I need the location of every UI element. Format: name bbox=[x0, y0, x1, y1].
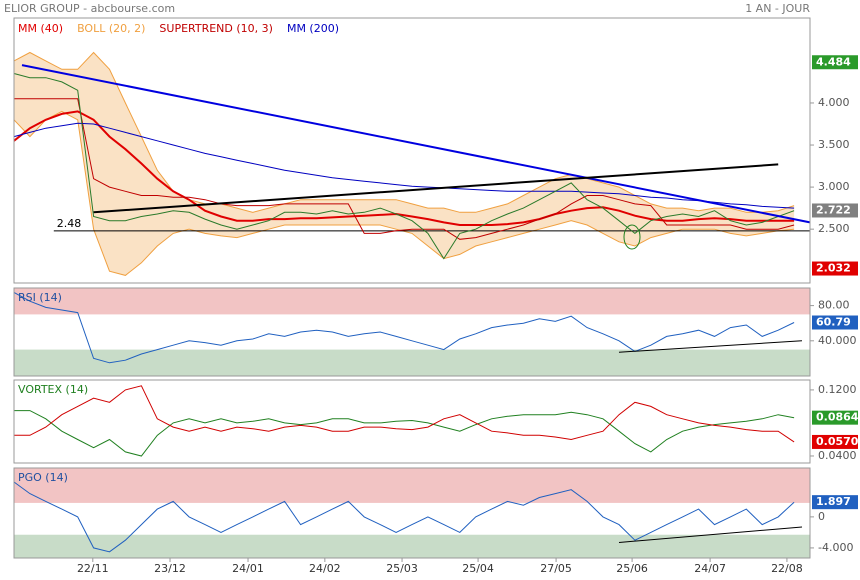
last-value-label: 0.0570 bbox=[816, 435, 859, 448]
series-line bbox=[14, 385, 795, 443]
x-tick-label: 25/04 bbox=[462, 562, 494, 575]
y-tick-label: 4.000 bbox=[818, 96, 850, 109]
last-value-label: 2.032 bbox=[816, 262, 851, 275]
x-tick-label: 24/02 bbox=[309, 562, 341, 575]
last-value-box bbox=[812, 315, 858, 330]
last-value-label: 0.0864 bbox=[816, 411, 859, 424]
y-tick-label: 3.500 bbox=[818, 138, 850, 151]
last-value-label: 60.79 bbox=[816, 316, 851, 329]
last-value-box bbox=[812, 495, 858, 510]
series-line bbox=[14, 98, 795, 240]
series-line bbox=[13, 73, 795, 260]
trend-line bbox=[21, 64, 811, 224]
y-tick-label: 0 bbox=[818, 510, 825, 523]
band-area bbox=[14, 52, 795, 276]
last-value-box bbox=[812, 203, 858, 218]
y-tick-label: -4.000 bbox=[818, 541, 853, 554]
panel-bg bbox=[14, 380, 810, 463]
legend-entry: MM (40) bbox=[18, 22, 63, 35]
panel-title: RSI (14) bbox=[18, 291, 62, 304]
last-value-box bbox=[812, 410, 858, 425]
series-line bbox=[13, 481, 795, 553]
y-tick-label: 0.1200 bbox=[818, 383, 857, 396]
x-tick-label: 24/07 bbox=[694, 562, 726, 575]
panel-border bbox=[13, 467, 811, 559]
x-tick-label: 23/12 bbox=[154, 562, 186, 575]
x-tick-label: 27/05 bbox=[540, 562, 572, 575]
legend-entry: BOLL (20, 2) bbox=[77, 22, 145, 35]
trend-line bbox=[618, 526, 803, 543]
y-tick-label: 2.500 bbox=[818, 222, 850, 235]
level-label: 2.48 bbox=[57, 217, 82, 230]
last-value-box bbox=[812, 434, 858, 449]
legend-entry: SUPERTREND (10, 3) bbox=[159, 22, 273, 35]
series-line bbox=[13, 110, 795, 226]
zone bbox=[14, 534, 810, 558]
legend-entry: MM (200) bbox=[287, 22, 339, 35]
x-tick-label: 22/08 bbox=[771, 562, 803, 575]
panel-bg bbox=[14, 18, 810, 283]
trend-line bbox=[618, 340, 803, 353]
highlight-ellipse bbox=[623, 224, 641, 250]
panel-title: VORTEX (14) bbox=[18, 383, 88, 396]
zone bbox=[14, 288, 810, 315]
last-value-label: 1.897 bbox=[816, 495, 851, 508]
y-tick-label: 0.0400 bbox=[818, 449, 857, 462]
last-value-label: 4.484 bbox=[816, 55, 851, 68]
x-tick-label: 25/03 bbox=[386, 562, 418, 575]
chart-title: ELIOR GROUP - abcbourse.com bbox=[4, 2, 175, 15]
panel-border bbox=[13, 17, 811, 284]
panel-title: PGO (14) bbox=[18, 471, 68, 484]
x-tick-label: 24/01 bbox=[232, 562, 264, 575]
last-value-box bbox=[812, 261, 858, 276]
y-tick-label: 80.00 bbox=[818, 299, 850, 312]
last-value-box bbox=[812, 55, 858, 70]
y-tick-label: 3.000 bbox=[818, 180, 850, 193]
zone bbox=[14, 349, 810, 376]
series-line bbox=[14, 410, 795, 457]
trend-line bbox=[93, 163, 779, 214]
chart-subtitle: 1 AN - JOUR bbox=[745, 2, 810, 15]
panel-border bbox=[13, 287, 811, 377]
panel-border bbox=[13, 379, 811, 464]
series-line bbox=[13, 291, 795, 364]
series-line bbox=[13, 122, 795, 209]
zone bbox=[14, 468, 810, 503]
y-tick-label: 40.000 bbox=[818, 334, 857, 347]
x-tick-label: 25/06 bbox=[616, 562, 648, 575]
last-value-label: 2.722 bbox=[816, 203, 851, 216]
x-tick-label: 22/11 bbox=[77, 562, 109, 575]
band-line bbox=[13, 51, 795, 213]
